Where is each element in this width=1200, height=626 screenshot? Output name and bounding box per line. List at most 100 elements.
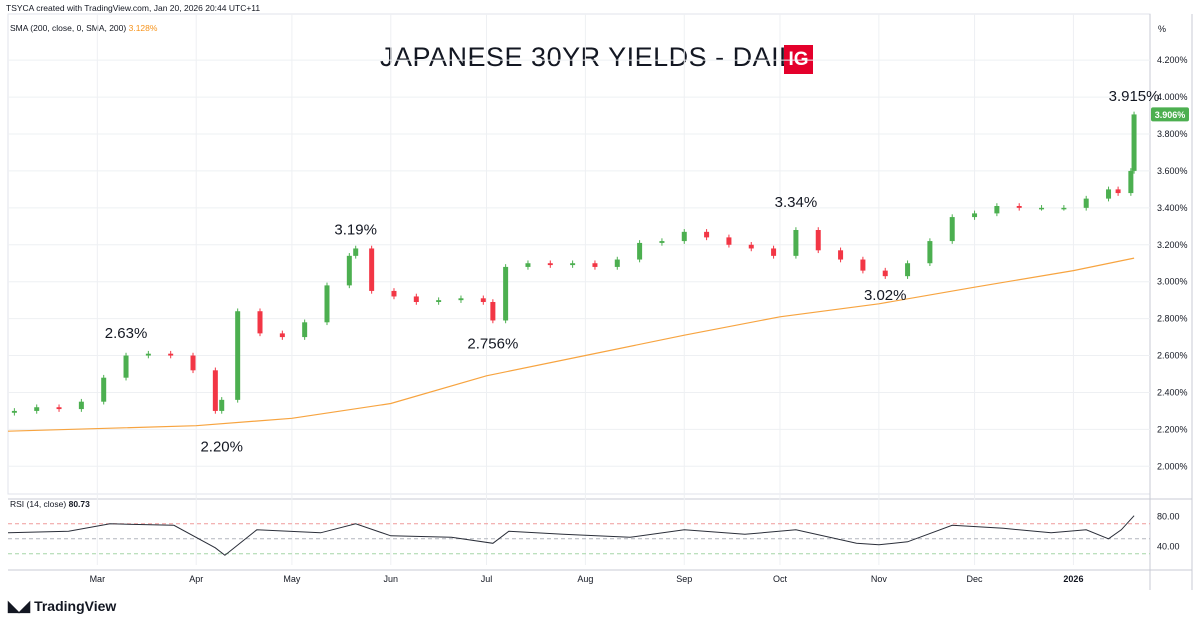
candle <box>490 299 496 324</box>
candle-body <box>793 230 799 256</box>
candle-body <box>681 231 687 242</box>
candle <box>480 295 486 305</box>
candle <box>219 397 225 414</box>
x-tick-label: Jul <box>481 574 493 584</box>
candle <box>78 398 84 412</box>
candle <box>145 350 151 359</box>
candle-body <box>905 263 911 277</box>
candle <box>1083 195 1089 211</box>
candle <box>279 330 285 340</box>
candle <box>503 264 509 324</box>
candle <box>860 256 866 274</box>
candle <box>168 350 174 359</box>
candle-body <box>346 255 352 286</box>
candle <box>302 319 308 340</box>
candle <box>123 352 129 381</box>
candle <box>815 227 821 254</box>
ig-logo: IG <box>784 45 813 74</box>
chart-title: JAPANESE 30YR YIELDS - DAILY <box>380 42 812 72</box>
candle <box>949 214 955 244</box>
candle <box>1115 186 1121 196</box>
candle <box>748 242 754 252</box>
candle-body <box>994 206 1000 214</box>
x-tick-label: Apr <box>189 574 203 584</box>
candle-body <box>78 401 84 410</box>
candle-body <box>637 242 643 260</box>
candle-body <box>1115 189 1121 194</box>
candle <box>391 288 397 300</box>
candle-body <box>56 407 62 410</box>
tradingview-brand[interactable]: ◣◢ TradingView <box>8 597 116 615</box>
candle-body <box>235 311 241 400</box>
rsi-line <box>7 515 1135 556</box>
chart-credit: TSYCA created with TradingView.com, Jan … <box>6 3 261 13</box>
candle-body <box>659 241 665 243</box>
rsi-legend[interactable]: RSI (14, close) 80.73 <box>10 499 90 509</box>
candle-body <box>614 259 620 267</box>
y-tick-label: 2.200% <box>1157 424 1188 434</box>
candle-body <box>1039 207 1045 210</box>
candle-body <box>949 217 955 242</box>
candle <box>190 352 196 374</box>
price-annotation: 2.63% <box>105 325 148 342</box>
candle <box>413 293 419 305</box>
candle <box>346 253 352 289</box>
candle-body <box>145 353 151 356</box>
candle-body <box>547 263 553 266</box>
candle-body <box>391 290 397 297</box>
candle-body <box>972 213 978 218</box>
candle <box>838 247 844 263</box>
price-annotation: 3.02% <box>864 287 907 304</box>
candle <box>436 297 442 305</box>
x-tick-label: Aug <box>577 574 593 584</box>
candle <box>34 404 40 414</box>
candle <box>726 234 732 248</box>
price-annotation: 2.756% <box>467 336 518 353</box>
candle <box>235 308 241 403</box>
x-tick-label: Mar <box>90 574 106 584</box>
candle-body <box>592 263 598 267</box>
candle <box>1131 111 1137 174</box>
candle-body <box>101 377 107 402</box>
candle-body <box>860 259 866 271</box>
rsi-tick-label: 80.00 <box>1157 511 1180 521</box>
price-annotation: 2.20% <box>200 438 243 455</box>
sma-legend[interactable]: SMA (200, close, 0, SMA, 200) 3.128% <box>10 23 157 33</box>
candle <box>212 367 218 414</box>
price-pane-frame <box>7 13 1151 495</box>
candle-body <box>1083 198 1089 208</box>
candle <box>592 260 598 270</box>
candle-body <box>882 270 888 277</box>
y-tick-label: 3.000% <box>1157 277 1188 287</box>
y-tick-label: 3.800% <box>1157 129 1188 139</box>
price-annotation: 3.19% <box>334 222 377 239</box>
y-tick-label: 4.000% <box>1157 92 1188 102</box>
candle <box>1106 186 1112 202</box>
x-tick-label: 2026 <box>1063 574 1083 584</box>
candle-body <box>436 300 442 302</box>
x-tick-label: Nov <box>871 574 888 584</box>
sma-legend-label: SMA (200, close, 0, SMA, 200) <box>10 23 127 33</box>
y-tick-label: 3.200% <box>1157 240 1188 250</box>
candle <box>882 267 888 279</box>
candle-body <box>570 263 576 266</box>
candle <box>1128 168 1134 196</box>
candle-body <box>34 407 40 411</box>
rsi-tick-label: 40.00 <box>1157 541 1180 551</box>
candle-body <box>168 353 174 356</box>
tradingview-brand-label: TradingView <box>34 598 117 614</box>
candle-body <box>219 399 225 411</box>
price-annotation: 3.34% <box>775 194 818 211</box>
candle <box>11 408 17 416</box>
candle <box>56 404 62 412</box>
rsi-legend-label: RSI (14, close) <box>10 499 67 509</box>
price-annotation: 3.915% <box>1109 88 1160 105</box>
rsi-legend-value: 80.73 <box>68 499 90 509</box>
candle <box>927 238 933 266</box>
candle <box>353 245 359 259</box>
candle <box>1039 205 1045 211</box>
candle-body <box>1016 206 1022 208</box>
candle <box>659 238 665 246</box>
x-tick-label: Oct <box>773 574 788 584</box>
